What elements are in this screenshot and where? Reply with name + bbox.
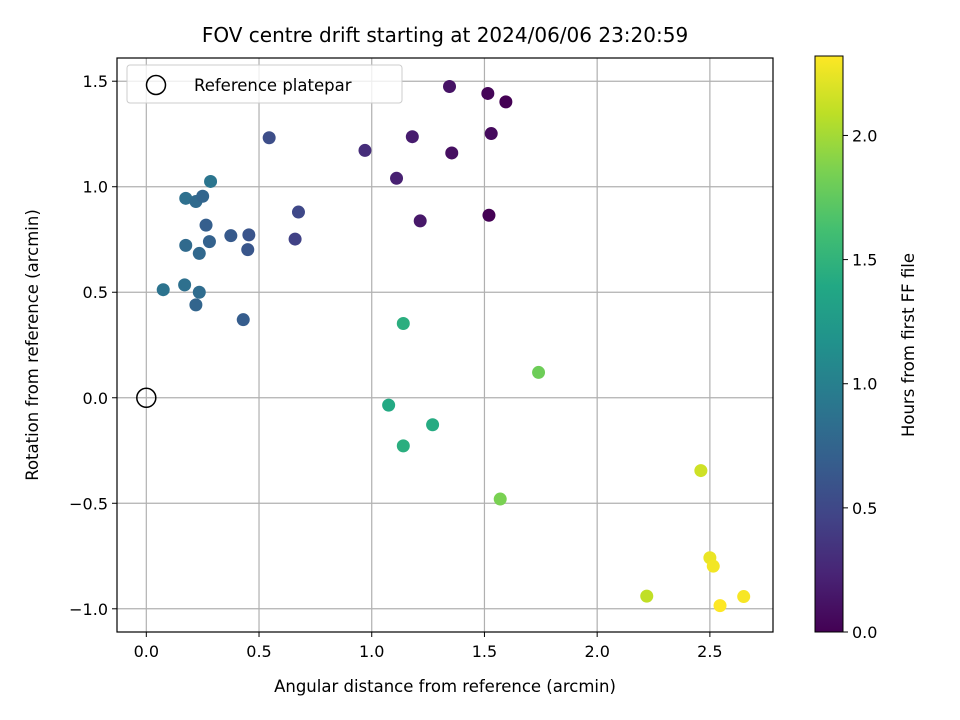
data-point — [288, 232, 302, 246]
data-point — [156, 283, 170, 297]
data-point — [241, 243, 255, 257]
data-point — [179, 238, 193, 252]
colorbar-frame — [814, 55, 844, 633]
x-tick-label: 2.0 — [584, 642, 609, 661]
data-point — [382, 398, 396, 412]
data-point — [484, 127, 498, 141]
data-point — [426, 418, 440, 432]
y-tick-label: 1.5 — [83, 72, 108, 91]
reference-marker-group — [136, 387, 157, 409]
data-point — [640, 589, 654, 603]
legend-open-circle-icon — [145, 74, 167, 96]
data-point — [713, 599, 727, 613]
data-point — [242, 228, 256, 242]
x-tick-label: 1.0 — [359, 642, 384, 661]
colorbar-tick-label: 0.5 — [852, 499, 877, 518]
y-axis-ticks: −1.0 −0.5 0.0 0.5 1.0 1.5 — [69, 72, 117, 619]
data-point — [189, 298, 203, 312]
data-point — [291, 205, 305, 219]
x-tick-label: 0.5 — [246, 642, 271, 661]
x-tick-label: 2.5 — [697, 642, 722, 661]
colorbar-tick-label: 1.0 — [852, 375, 877, 394]
colorbar-tick-label: 2.0 — [852, 126, 877, 145]
y-tick-label: −0.5 — [69, 494, 108, 513]
data-point — [224, 229, 238, 243]
y-tick-label: 1.0 — [83, 178, 108, 197]
x-tick-label: 0.0 — [134, 642, 159, 661]
colorbar-tick-label: 0.0 — [852, 623, 877, 642]
data-point — [706, 559, 720, 573]
chart-title: FOV centre drift starting at 2024/06/06 … — [202, 23, 688, 47]
data-point — [178, 278, 192, 292]
y-axis-label: Rotation from reference (arcmin) — [23, 209, 42, 481]
data-point — [481, 86, 495, 100]
x-tick-label: 1.5 — [472, 642, 497, 661]
data-point — [396, 316, 410, 330]
grid-lines — [117, 58, 773, 632]
y-tick-label: −1.0 — [69, 600, 108, 619]
data-point — [396, 439, 410, 453]
colorbar-tick-label: 1.5 — [852, 251, 877, 270]
data-point — [443, 79, 457, 93]
data-point — [199, 218, 213, 232]
data-point — [737, 590, 751, 604]
data-point — [532, 365, 546, 379]
data-point — [390, 171, 404, 185]
data-point — [262, 131, 276, 145]
data-point — [445, 146, 459, 160]
legend: Reference platepar — [126, 64, 403, 104]
data-point — [204, 174, 218, 188]
data-point — [482, 208, 496, 222]
legend-entry-label: Reference platepar — [194, 76, 352, 95]
data-point — [236, 313, 250, 327]
data-point — [179, 191, 193, 205]
data-point — [192, 285, 206, 299]
x-axis-label: Angular distance from reference (arcmin) — [274, 677, 616, 696]
data-point — [202, 235, 216, 249]
data-point — [499, 95, 513, 109]
data-point — [493, 492, 507, 506]
colorbar-label: Hours from first FF file — [899, 253, 918, 437]
reference-marker — [136, 387, 157, 409]
data-point — [694, 464, 708, 478]
data-point — [413, 214, 427, 228]
data-point — [405, 130, 419, 144]
colorbar — [815, 56, 843, 632]
data-point — [358, 143, 372, 157]
plot-frame — [116, 57, 774, 633]
y-tick-label: 0.0 — [83, 389, 108, 408]
y-tick-label: 0.5 — [83, 283, 108, 302]
plot-area — [117, 58, 773, 632]
colorbar-ticks: 0.0 0.5 1.0 1.5 2.0 — [843, 126, 877, 642]
data-points — [156, 79, 751, 613]
x-axis-ticks: 0.0 0.5 1.0 1.5 2.0 2.5 — [134, 632, 723, 661]
data-point — [196, 189, 210, 203]
legend-box — [126, 64, 403, 104]
data-point — [192, 246, 206, 260]
